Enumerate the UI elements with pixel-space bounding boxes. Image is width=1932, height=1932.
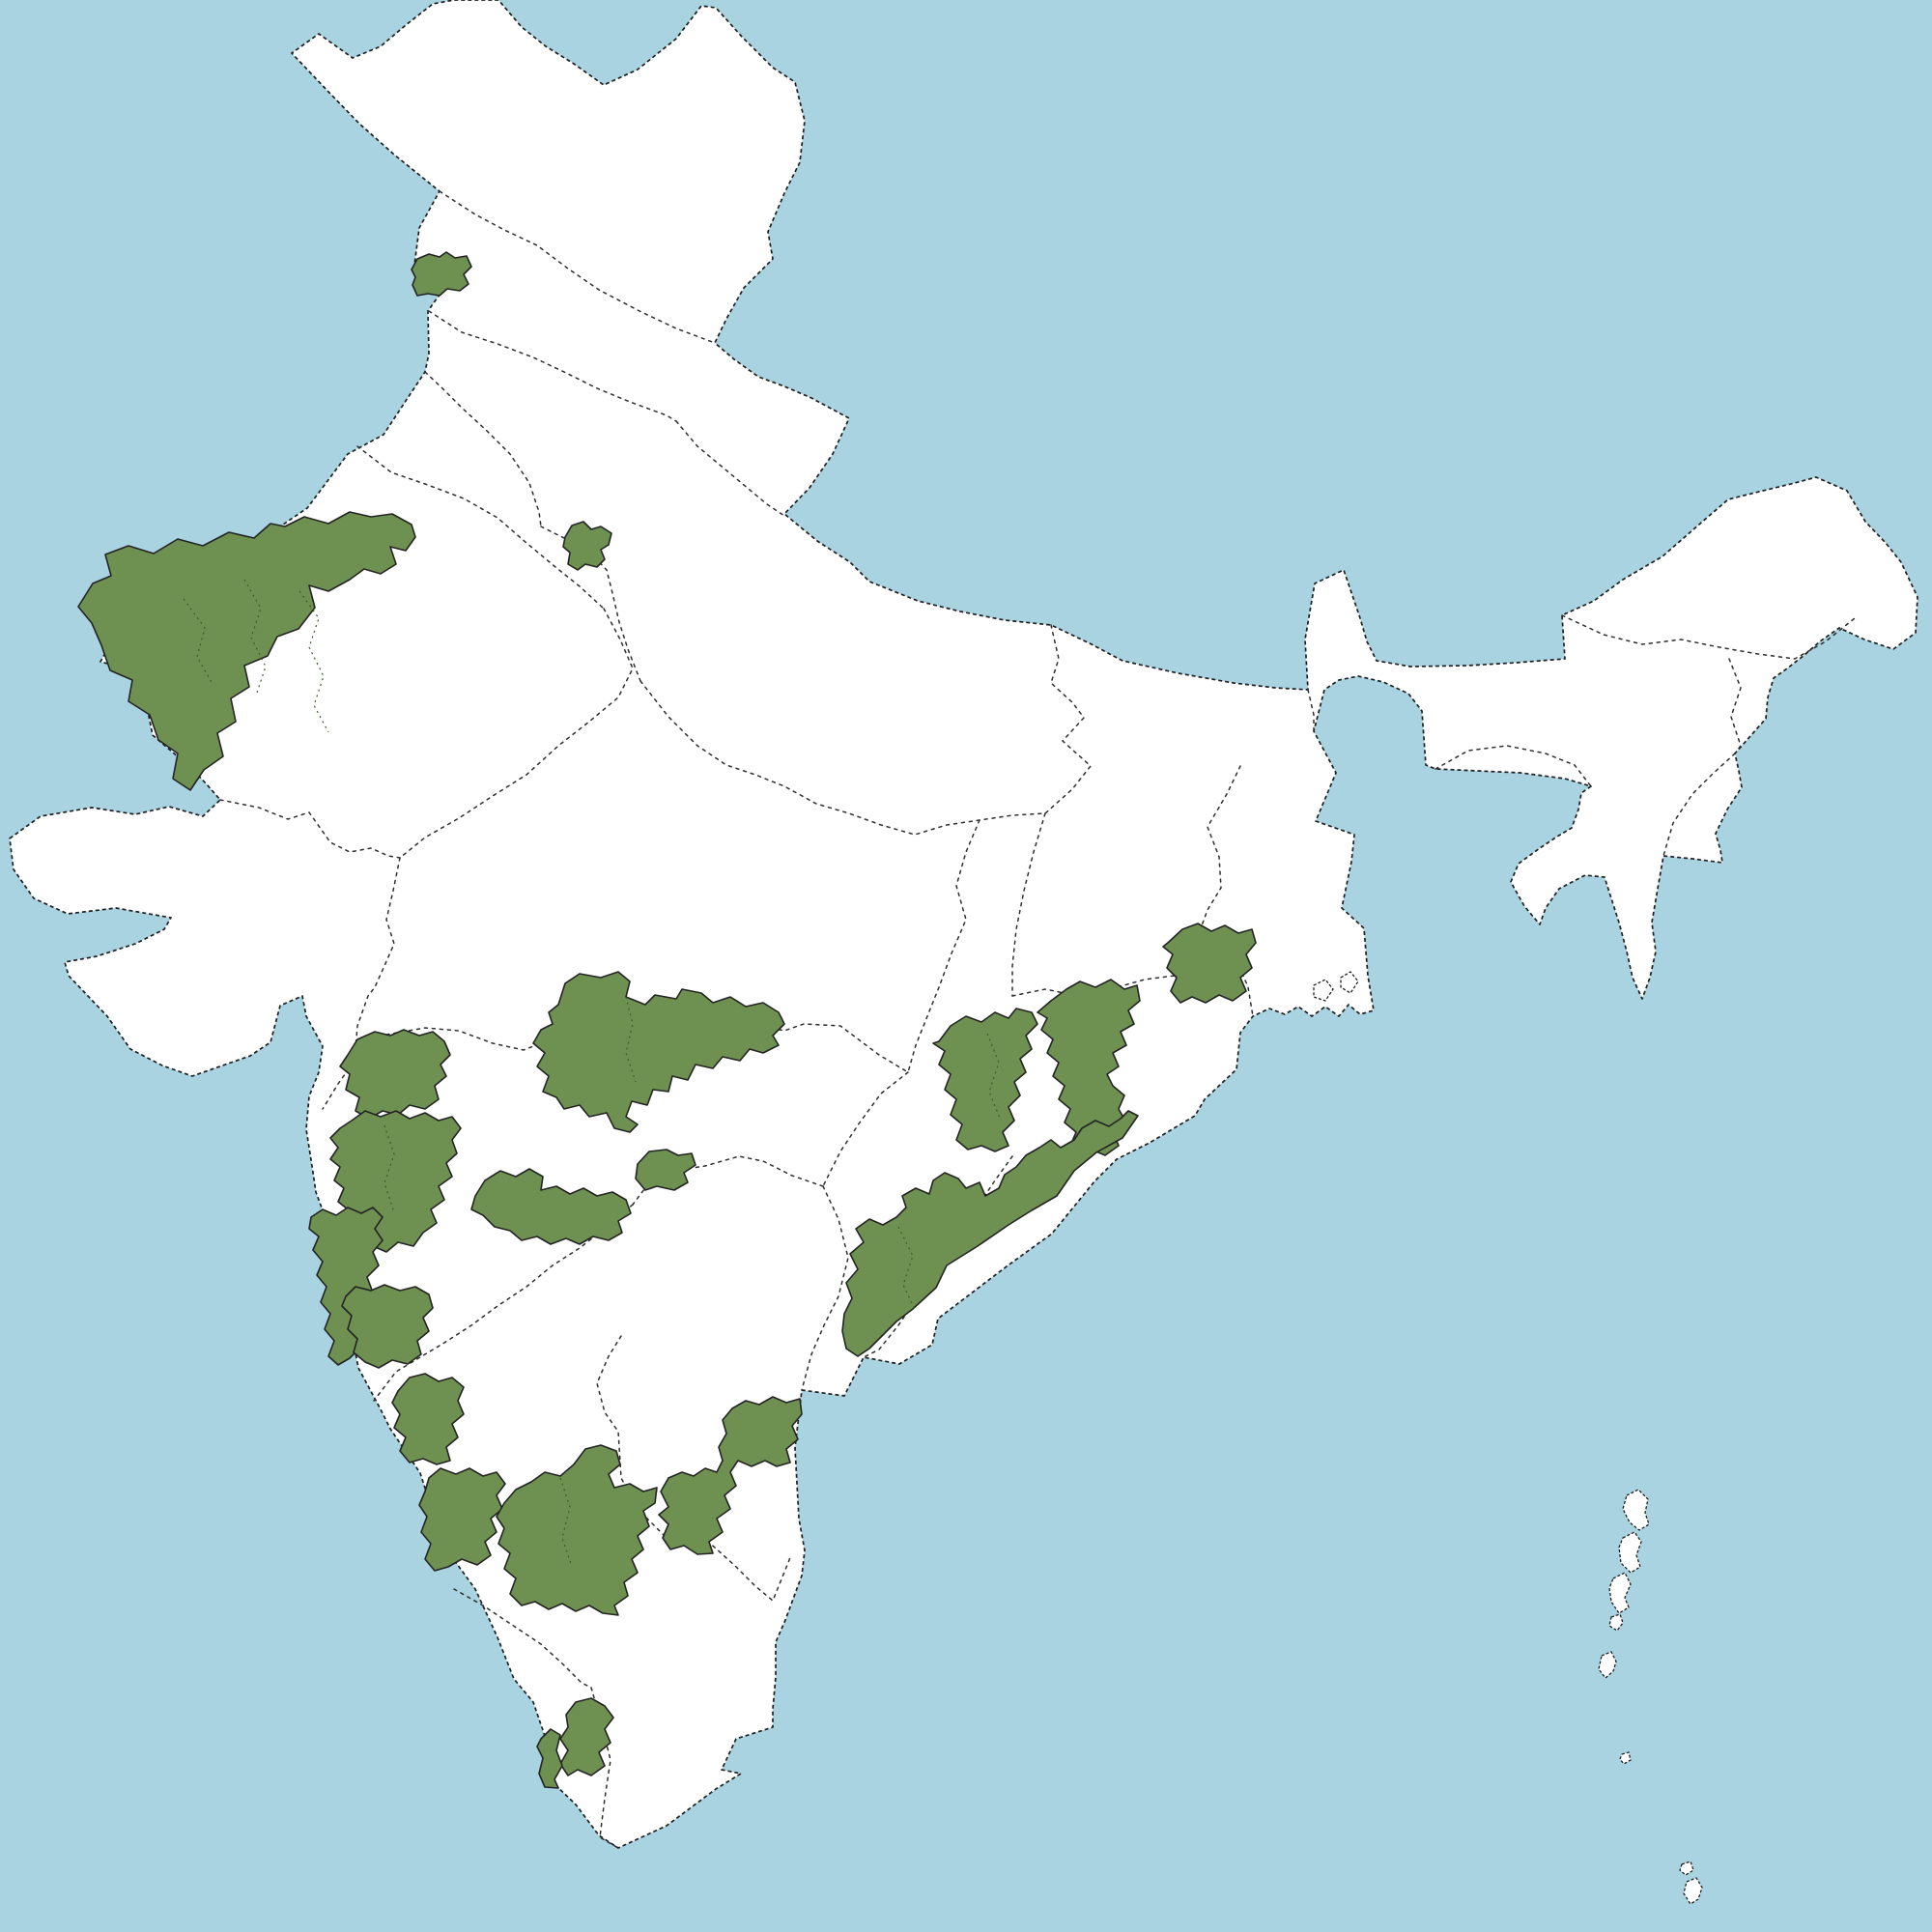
highlighted-district-jammu-rajouri-district	[411, 251, 472, 297]
karnataka-andhra-border	[596, 1335, 792, 1603]
pune-cluster-inner	[384, 1124, 395, 1213]
rajasthan-mp-border	[399, 608, 634, 859]
highlighted-district-rajasthan-desert-cluster	[77, 511, 416, 791]
andhra-cluster-inner	[897, 1226, 917, 1313]
mp-chhattisgarh-border	[907, 819, 980, 1073]
south-andaman-island	[1608, 1572, 1632, 1614]
maharashtra-mp-border	[385, 1015, 909, 1073]
jharkhand-west-border	[1011, 812, 1046, 997]
highlighted-district-rayalaseema-cluster	[658, 1396, 803, 1555]
sundarbans-islet-2	[1340, 971, 1359, 994]
meghalaya-north-border	[1435, 745, 1592, 787]
rajasthan-haryana-border	[356, 445, 605, 610]
little-andaman-island	[1598, 1651, 1617, 1679]
punjab-haryana-border	[424, 371, 542, 527]
highlighted-district-malnad-district	[391, 1373, 465, 1465]
up-bihar-border	[1044, 624, 1093, 814]
karnataka-cluster-inner	[559, 1477, 573, 1568]
uttarakhand-up-border	[675, 420, 785, 517]
haryana-up-border	[540, 526, 641, 682]
gujarat-maharashtra-border	[322, 857, 401, 1110]
north-andaman-island	[1622, 1489, 1650, 1531]
rajasthan-cluster-inner-3	[183, 598, 213, 685]
highlighted-district-central-mp-district	[635, 1149, 696, 1191]
district-inner-borders-layer	[183, 579, 1002, 1568]
sundarbans-islet-1	[1313, 979, 1334, 1002]
kerala-tamilnadu-border	[590, 1687, 619, 1849]
highlighted-district-west-madhya-pradesh-cluster	[532, 971, 785, 1133]
nagaland-manipur-border	[1728, 658, 1742, 754]
sikkim-bengal-corridor-border	[1307, 689, 1315, 732]
chhattisgarh-maharashtra-border	[822, 1071, 909, 1187]
highlighted-district-north-karnataka-coastal-strip	[341, 1284, 434, 1369]
highlighted-district-andhra-coastal-cluster	[841, 1110, 1139, 1357]
highlighted-district-purulia-bengal-district	[1162, 923, 1257, 1004]
highlighted-district-madurai-district	[559, 1697, 614, 1776]
districts-layer	[77, 251, 1257, 1789]
state-borders-layer	[219, 190, 1856, 1849]
maharashtra-telangana-border	[632, 1155, 824, 1206]
nicobar-islet	[1619, 1751, 1632, 1765]
highlighted-district-kerala-coastal-district	[536, 1728, 563, 1789]
highlighted-district-delhi-region-district	[562, 521, 612, 571]
car-nicobar-island	[1679, 1861, 1694, 1876]
up-mp-border	[639, 680, 1046, 836]
jammu-kashmir-valley-border	[439, 190, 716, 344]
telangana-andhra-border	[801, 1185, 849, 1391]
middle-andaman-island	[1618, 1531, 1642, 1574]
highlighted-district-vidarbha-cluster	[470, 1168, 632, 1245]
rutland-island	[1608, 1613, 1624, 1632]
highlighted-district-nashik-district	[339, 1029, 451, 1120]
islands-layer	[1313, 971, 1703, 1905]
rajasthan-cluster-inner-1	[243, 579, 267, 696]
great-nicobar-island	[1683, 1877, 1703, 1905]
gujarat-rajasthan-border	[219, 799, 401, 859]
highlighted-district-karnataka-interior-cluster	[496, 1444, 658, 1616]
odisha-cluster-inner	[986, 1033, 1002, 1122]
highlighted-district-south-karnataka-coastal-strip	[418, 1467, 506, 1572]
maharashtra-karnataka-border	[373, 1204, 634, 1402]
assam-arunachal-border	[1561, 614, 1856, 660]
karnataka-kerala-border	[453, 1588, 592, 1689]
himachal-punjab-border	[428, 310, 677, 422]
highlighted-district-chhattisgarh-cluster	[932, 1008, 1038, 1152]
